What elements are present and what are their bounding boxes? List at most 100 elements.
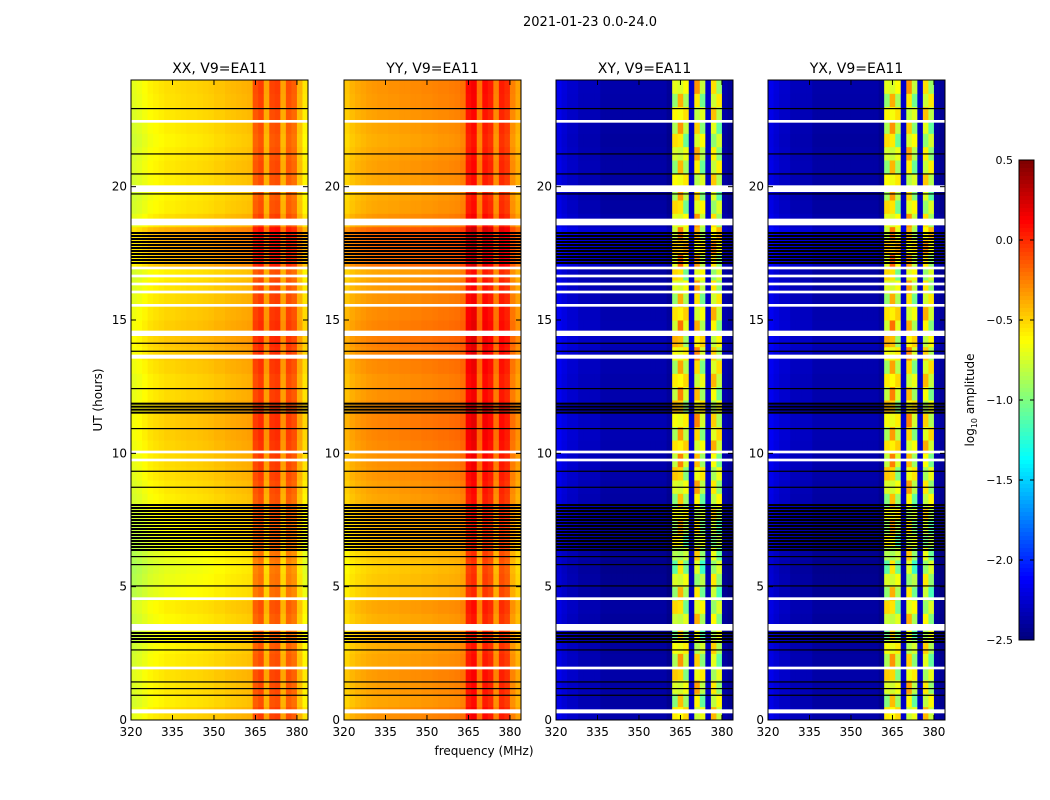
heatmap-cell bbox=[443, 653, 450, 668]
heatmap-cell bbox=[627, 360, 634, 374]
heatmap-cell bbox=[471, 280, 478, 294]
heatmap-cell bbox=[438, 346, 445, 361]
heatmap-cell bbox=[460, 693, 467, 708]
x-axis-label: frequency (MHz) bbox=[434, 744, 533, 758]
heatmap-cell bbox=[710, 493, 717, 508]
heatmap-cell bbox=[158, 120, 165, 134]
heatmap-cell bbox=[638, 346, 645, 361]
heatmap-cell bbox=[627, 80, 634, 94]
heatmap-cell bbox=[600, 600, 607, 614]
heatmap-cell bbox=[578, 133, 585, 148]
heatmap-cell bbox=[699, 693, 706, 708]
heatmap-cell bbox=[504, 80, 511, 94]
heatmap-cell bbox=[716, 240, 723, 254]
heatmap-cell bbox=[186, 160, 193, 174]
heatmap-cell bbox=[269, 693, 276, 708]
heatmap-cell bbox=[556, 240, 563, 254]
heatmap-cell bbox=[131, 440, 138, 454]
heatmap-cell bbox=[443, 640, 450, 654]
heatmap-cell bbox=[727, 466, 734, 481]
heatmap-cell bbox=[153, 693, 160, 708]
flagged-black-line bbox=[131, 504, 308, 506]
heatmap-cell bbox=[377, 440, 384, 454]
heatmap-cell bbox=[572, 426, 579, 441]
heatmap-cell bbox=[661, 440, 668, 454]
heatmap-cell bbox=[302, 333, 309, 348]
heatmap-cell bbox=[561, 386, 568, 401]
heatmap-cell bbox=[202, 666, 209, 681]
heatmap-cell bbox=[296, 80, 303, 94]
flagged-black-line bbox=[131, 649, 308, 651]
heatmap-cell bbox=[644, 320, 651, 334]
heatmap-cell bbox=[465, 613, 472, 628]
heatmap-cell bbox=[650, 306, 657, 321]
heatmap-cell bbox=[274, 466, 281, 481]
heatmap-cell bbox=[438, 440, 445, 454]
heatmap-cell bbox=[515, 640, 522, 654]
heatmap-cell bbox=[208, 200, 215, 214]
heatmap-cell bbox=[164, 586, 171, 601]
heatmap-cell bbox=[611, 493, 618, 508]
heatmap-cell bbox=[583, 266, 590, 281]
heatmap-cell bbox=[672, 280, 679, 294]
heatmap-cell bbox=[230, 360, 237, 374]
heatmap-cell bbox=[627, 320, 634, 334]
heatmap-cell bbox=[454, 200, 461, 214]
heatmap-cell bbox=[230, 613, 237, 628]
heatmap-cell bbox=[247, 93, 254, 108]
heatmap-cell bbox=[476, 560, 483, 574]
heatmap-cell bbox=[616, 333, 623, 348]
heatmap-cell bbox=[699, 680, 706, 694]
heatmap-cell bbox=[801, 693, 808, 708]
heatmap-cell bbox=[705, 133, 712, 148]
heatmap-cell bbox=[683, 360, 690, 374]
heatmap-cell bbox=[694, 653, 701, 668]
heatmap-cell bbox=[180, 693, 187, 708]
heatmap-cell bbox=[180, 360, 187, 374]
heatmap-cell bbox=[471, 200, 478, 214]
heatmap-cell bbox=[476, 426, 483, 441]
heatmap-cell bbox=[589, 693, 596, 708]
heatmap-cell bbox=[471, 440, 478, 454]
heatmap-cell bbox=[504, 666, 511, 681]
heatmap-cell bbox=[515, 586, 522, 601]
heatmap-cell bbox=[131, 293, 138, 308]
heatmap-cell bbox=[169, 466, 176, 481]
heatmap-cell bbox=[556, 440, 563, 454]
heatmap-cell bbox=[164, 640, 171, 654]
heatmap-cell bbox=[561, 426, 568, 441]
heatmap-cell bbox=[180, 80, 187, 94]
heatmap-cell bbox=[285, 546, 292, 561]
heatmap-cell bbox=[219, 600, 226, 614]
heatmap-cell bbox=[252, 93, 259, 108]
heatmap-cell bbox=[867, 706, 874, 721]
heatmap-cell bbox=[186, 666, 193, 681]
heatmap-cell bbox=[465, 600, 472, 614]
heatmap-cell bbox=[241, 440, 248, 454]
heatmap-cell bbox=[432, 306, 439, 321]
flagged-white-band bbox=[131, 666, 308, 670]
heatmap-cell bbox=[366, 173, 373, 188]
heatmap-cell bbox=[465, 440, 472, 454]
heatmap-cell bbox=[355, 600, 362, 614]
heatmap-cell bbox=[567, 680, 574, 694]
heatmap-cell bbox=[594, 240, 601, 254]
heatmap-cell bbox=[443, 293, 450, 308]
heatmap-cell bbox=[236, 320, 243, 334]
heatmap-cell bbox=[600, 133, 607, 148]
heatmap-cell bbox=[438, 666, 445, 681]
heatmap-cell bbox=[487, 306, 494, 321]
heatmap-cell bbox=[561, 160, 568, 174]
heatmap-cell bbox=[493, 493, 500, 508]
heatmap-cell bbox=[136, 373, 143, 388]
heatmap-cell bbox=[443, 240, 450, 254]
heatmap-cell bbox=[131, 360, 138, 374]
heatmap-cell bbox=[169, 320, 176, 334]
heatmap-cell bbox=[600, 200, 607, 214]
x-tick-label: 320 bbox=[120, 725, 143, 739]
heatmap-cell bbox=[650, 240, 657, 254]
heatmap-cell bbox=[158, 266, 165, 281]
heatmap-cell bbox=[202, 360, 209, 374]
heatmap-cell bbox=[263, 640, 270, 654]
heatmap-cell bbox=[578, 560, 585, 574]
